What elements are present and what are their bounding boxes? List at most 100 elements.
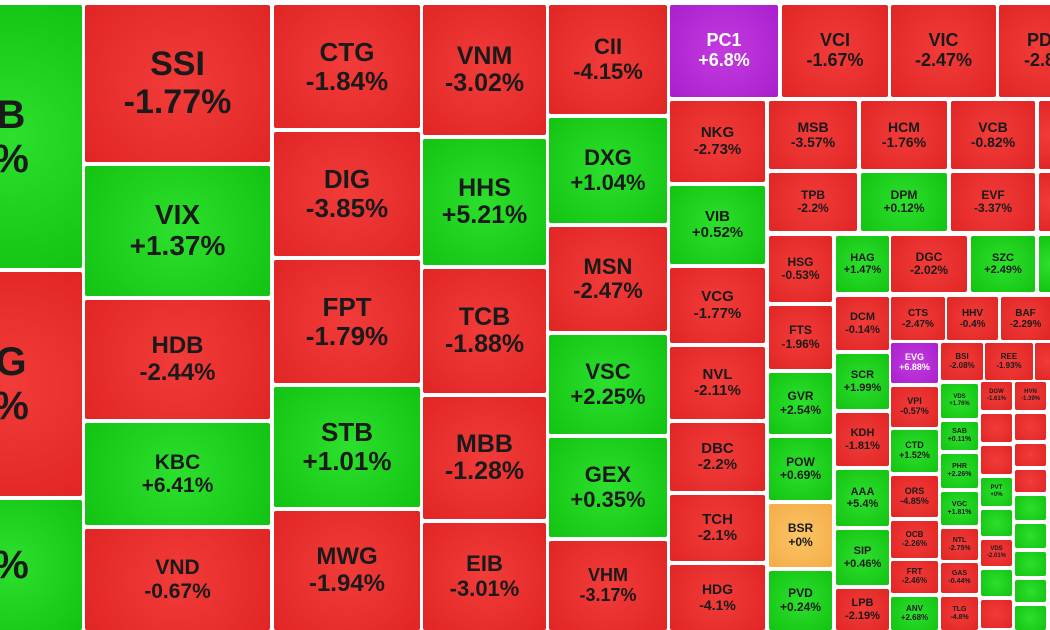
stock-tile[interactable]: SIP +0.46% [836, 530, 889, 585]
stock-tile[interactable]: DCM -0.14% [836, 297, 889, 350]
stock-tile[interactable]: DXG +1.04% [549, 118, 667, 223]
change-label: -2.19% [845, 609, 880, 622]
stock-tile[interactable]: DPM +0.12% [861, 173, 947, 231]
stock-tile[interactable]: NTL -2.75% [941, 529, 978, 560]
stock-tile[interactable]: MBB -1.28% [423, 397, 546, 519]
stock-tile[interactable]: HDB -2.44% [85, 300, 270, 419]
stock-tile[interactable]: SCR +1.99% [836, 354, 889, 409]
change-label: -1.84% [305, 65, 389, 96]
stock-tile[interactable]: BSI -2.08% [941, 343, 983, 380]
stock-tile[interactable]: VGC +1.81% [941, 492, 978, 525]
stock-tile[interactable]: EIB -3.01% [423, 523, 546, 630]
stock-tile[interactable]: VHM -3.17% [549, 541, 667, 630]
stock-tile[interactable]: PVD +0.24% [769, 571, 832, 630]
change-label: +6.88% [899, 362, 930, 372]
ticker-label: REE [1000, 351, 1018, 361]
ticker-label: PHR [952, 463, 967, 471]
ticker-label: TCH [702, 510, 733, 528]
stock-tile[interactable]: EVF -3.37% [951, 173, 1035, 231]
stock-tile[interactable]: ORS -4.85% [891, 476, 938, 517]
stock-tile[interactable]: HAG +1.47% [836, 236, 889, 292]
stock-tile[interactable]: NVL -2.11% [670, 347, 765, 419]
stock-tile[interactable]: TLG -4.8% [941, 597, 978, 630]
stock-tile[interactable]: HCM -1.76% [861, 101, 947, 169]
stock-tile[interactable]: TCH -2.1% [670, 495, 765, 561]
stock-tile[interactable]: HHS +5.21% [423, 139, 546, 265]
stock-tile[interactable]: PD-2.8 [999, 5, 1050, 97]
stock-tile[interactable]: HSG -0.53% [769, 236, 832, 302]
stock-tile[interactable]: SZC +2.49% [971, 236, 1035, 292]
stock-tile[interactable]: HHV -0.4% [947, 297, 998, 340]
change-label: +1.81% [947, 508, 972, 516]
stock-tile[interactable]: GVR +2.54% [769, 373, 832, 434]
stock-tile[interactable]: G% [0, 272, 82, 496]
stock-tile[interactable]: REE -1.93% [985, 343, 1033, 380]
stock-tile[interactable]: GEX +0.35% [549, 438, 667, 537]
stock-tile[interactable]: TCB -1.88% [423, 269, 546, 393]
tile-small [1015, 552, 1046, 576]
stock-tile[interactable]: VIC -2.47% [891, 5, 996, 97]
stock-tile[interactable]: PHR +2.26% [941, 454, 978, 488]
stock-tile[interactable]: DIG -3.85% [274, 132, 420, 256]
stock-tile[interactable]: VIB +0.52% [670, 186, 765, 264]
stock-tile[interactable]: MSB -3.57% [769, 101, 857, 169]
change-label: -4.85% [900, 495, 929, 506]
stock-tile[interactable]: VNM -3.02% [423, 5, 546, 135]
ticker-label: TCB [458, 302, 511, 331]
stock-tile[interactable]: VCI -1.67% [782, 5, 888, 97]
stock-tile[interactable]: MSN -2.47% [549, 227, 667, 331]
stock-tile[interactable]: VIX +1.37% [85, 166, 270, 296]
stock-tile[interactable]: % [0, 500, 82, 630]
ticker-label: DGC [915, 249, 943, 264]
ticker-label: VCG [701, 288, 734, 305]
stock-tile[interactable]: LPB -2.19% [836, 589, 889, 630]
stock-tile[interactable]: CTD +1.52% [891, 430, 938, 472]
stock-tile[interactable]: DGW -1.61% [981, 382, 1012, 410]
stock-tile[interactable]: DBC -2.2% [670, 423, 765, 491]
stock-tile[interactable]: VSC +2.25% [549, 335, 667, 434]
stock-tile[interactable]: DGC -2.02% [891, 236, 967, 292]
ticker-label: NKG [700, 124, 735, 141]
stock-tile[interactable]: VCG -1.77% [670, 268, 765, 343]
stock-tile[interactable]: BAF -2.29% [1001, 297, 1050, 340]
stock-tile[interactable]: TPB -2.2% [769, 173, 857, 231]
stock-tile[interactable]: FPT -1.79% [274, 260, 420, 383]
change-label: +0% [990, 492, 1003, 498]
stock-tile[interactable]: CTS -2.47% [891, 297, 945, 340]
stock-tile[interactable]: CTG -1.84% [274, 5, 420, 128]
ticker-label: VHM [588, 564, 628, 585]
stock-tile[interactable]: HVN -1.39% [1015, 382, 1046, 410]
ticker-label: VCB [978, 118, 1008, 135]
stock-tile[interactable]: MWG -1.94% [274, 511, 420, 630]
stock-tile[interactable]: PC1 +6.8% [670, 5, 778, 97]
stock-tile[interactable]: NKG -2.73% [670, 101, 765, 182]
stock-tile[interactable]: SAB +0.11% [941, 422, 978, 450]
ticker-label: EVF [981, 187, 1005, 202]
stock-tile[interactable]: KDH -1.81% [836, 413, 889, 466]
stock-tile[interactable]: POW +0.69% [769, 438, 832, 500]
stock-tile[interactable]: BSR +0% [769, 504, 832, 567]
stock-tile[interactable]: FRT -2.46% [891, 561, 938, 593]
stock-tile[interactable]: AAA +5.4% [836, 470, 889, 526]
stock-tile[interactable]: HDG -4.1% [670, 565, 765, 630]
stock-tile[interactable]: VCB -0.82% [951, 101, 1035, 169]
stock-tile[interactable]: B% [0, 5, 82, 268]
stock-tile[interactable]: GAS -0.44% [941, 563, 978, 593]
change-label: -1.94% [308, 569, 386, 597]
stock-tile[interactable]: KBC +6.41% [85, 423, 270, 525]
stock-tile[interactable]: VDS -2.01% [981, 540, 1012, 566]
stock-tile[interactable]: OCB -2.26% [891, 521, 938, 558]
stock-tile[interactable]: VPI -0.57% [891, 387, 938, 427]
stock-tile[interactable]: VDS +1.76% [941, 384, 978, 418]
stock-tile[interactable]: FTS -1.96% [769, 306, 832, 369]
ticker-label: B [0, 92, 26, 137]
stock-tile[interactable]: SSI -1.77% [85, 5, 270, 162]
stock-tile[interactable]: EVG +6.88% [891, 343, 938, 383]
stock-tile[interactable]: CII -4.15% [549, 5, 667, 114]
stock-tile[interactable]: VND -0.67% [85, 529, 270, 630]
change-label: -3.17% [579, 584, 637, 605]
stock-tile[interactable]: STB +1.01% [274, 387, 420, 507]
stock-tile[interactable]: ANV +2.68% [891, 597, 938, 630]
stock-tile[interactable]: PVT +0% [981, 478, 1012, 506]
change-label: -3.02% [444, 69, 525, 97]
